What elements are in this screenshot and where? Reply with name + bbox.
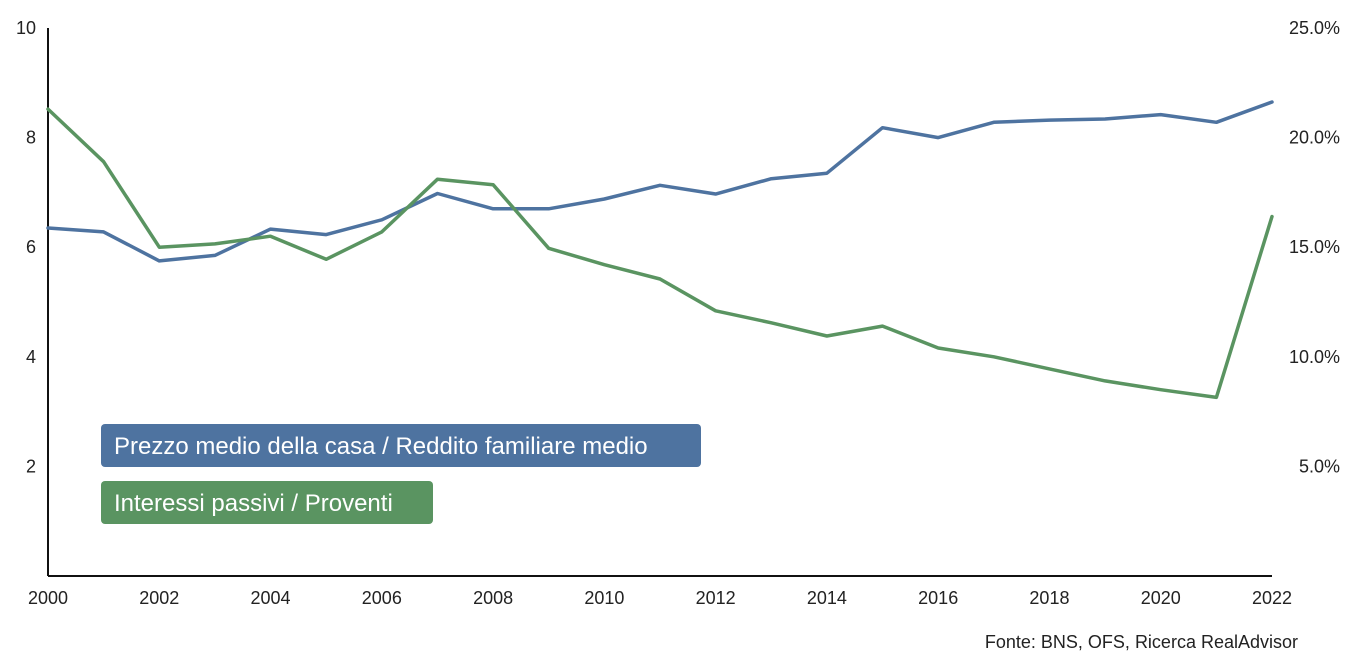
x-tick-label: 2016 [918, 588, 958, 608]
left-y-tick-label: 2 [26, 456, 36, 476]
legend: Prezzo medio della casa / Reddito famili… [101, 424, 701, 524]
series-line-1 [46, 100, 1274, 263]
x-tick-label: 2018 [1029, 588, 1069, 608]
right-y-axis-ticks: 5.0% 10.0% 15.0% 20.0% 25.0% [1289, 18, 1340, 476]
left-y-tick-label: 6 [26, 237, 36, 257]
legend-label: Interessi passivi / Proventi [114, 490, 393, 517]
series-lines [46, 100, 1274, 400]
left-y-tick-label: 4 [26, 347, 36, 367]
x-tick-label: 2012 [696, 588, 736, 608]
right-y-tick-label: 20.0% [1289, 128, 1340, 148]
axes [47, 28, 1272, 577]
x-axis-ticks: 2000 2002 2004 2006 2008 2010 2012 2014 2016 2018… [28, 588, 1292, 608]
legend-item-2: Interessi passivi / Proventi [101, 481, 433, 524]
legend-label: Prezzo medio della casa / Reddito famili… [114, 433, 648, 460]
right-y-tick-label: 5.0% [1299, 456, 1340, 476]
left-y-tick-label: 10 [16, 18, 36, 38]
source-note: Fonte: BNS, OFS, Ricerca RealAdvisor [985, 632, 1298, 652]
legend-swatch [101, 481, 433, 524]
right-y-tick-label: 25.0% [1289, 18, 1340, 38]
x-tick-label: 2002 [139, 588, 179, 608]
legend-item-1: Prezzo medio della casa / Reddito famili… [101, 424, 701, 467]
left-y-tick-label: 8 [26, 128, 36, 148]
left-y-axis-ticks: 2 4 6 8 10 [16, 18, 36, 476]
x-tick-label: 2004 [251, 588, 291, 608]
x-tick-label: 2008 [473, 588, 513, 608]
x-tick-label: 2000 [28, 588, 68, 608]
x-tick-label: 2006 [362, 588, 402, 608]
legend-swatch [101, 424, 701, 467]
right-y-tick-label: 15.0% [1289, 237, 1340, 257]
right-y-tick-label: 10.0% [1289, 347, 1340, 367]
x-tick-label: 2014 [807, 588, 847, 608]
x-tick-label: 2010 [584, 588, 624, 608]
x-tick-label: 2022 [1252, 588, 1292, 608]
x-tick-label: 2020 [1141, 588, 1181, 608]
series-line-2 [46, 107, 1274, 400]
